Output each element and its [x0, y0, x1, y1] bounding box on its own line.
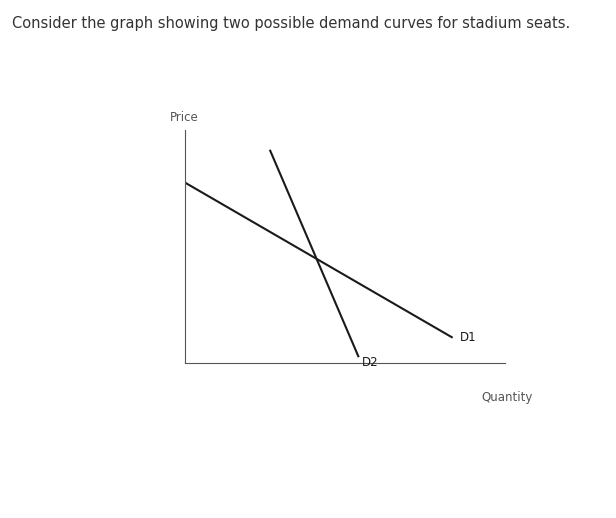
Text: Price: Price	[169, 111, 198, 124]
Text: Quantity: Quantity	[482, 391, 533, 404]
Text: D2: D2	[362, 356, 379, 369]
Text: Consider the graph showing two possible demand curves for stadium seats.: Consider the graph showing two possible …	[12, 16, 570, 31]
Text: D1: D1	[460, 330, 476, 343]
